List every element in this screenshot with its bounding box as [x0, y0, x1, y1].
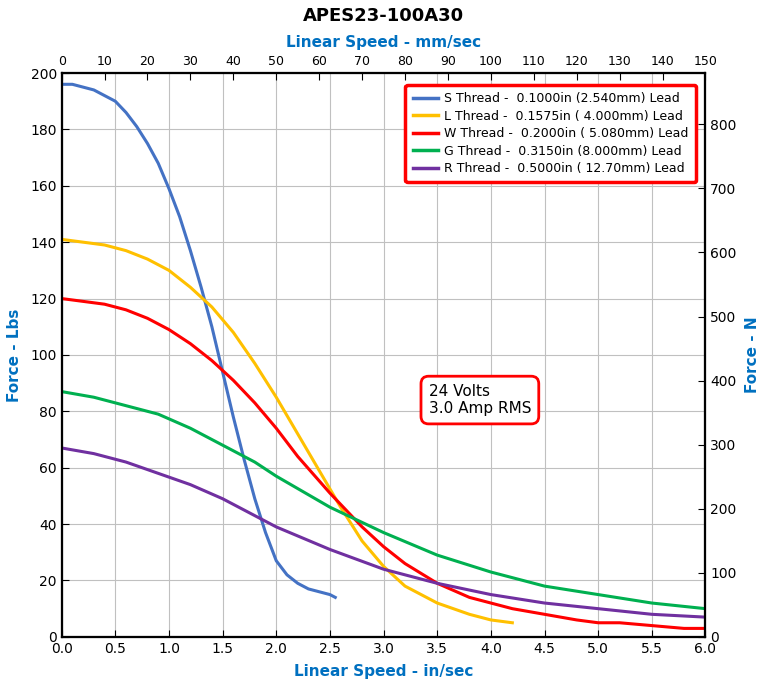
- X-axis label: Linear Speed - in/sec: Linear Speed - in/sec: [294, 664, 473, 679]
- Legend: S Thread -  0.1000in (2.540mm) Lead, L Thread -  0.1575in ( 4.000mm) Lead, W Thr: S Thread - 0.1000in (2.540mm) Lead, L Th…: [406, 85, 696, 182]
- Y-axis label: Force - Lbs: Force - Lbs: [7, 308, 22, 401]
- Title: APES23-100A30: APES23-100A30: [303, 7, 464, 25]
- X-axis label: Linear Speed - mm/sec: Linear Speed - mm/sec: [286, 35, 481, 50]
- Y-axis label: Force - N: Force - N: [745, 317, 760, 393]
- Text: 24 Volts
3.0 Amp RMS: 24 Volts 3.0 Amp RMS: [429, 384, 531, 416]
